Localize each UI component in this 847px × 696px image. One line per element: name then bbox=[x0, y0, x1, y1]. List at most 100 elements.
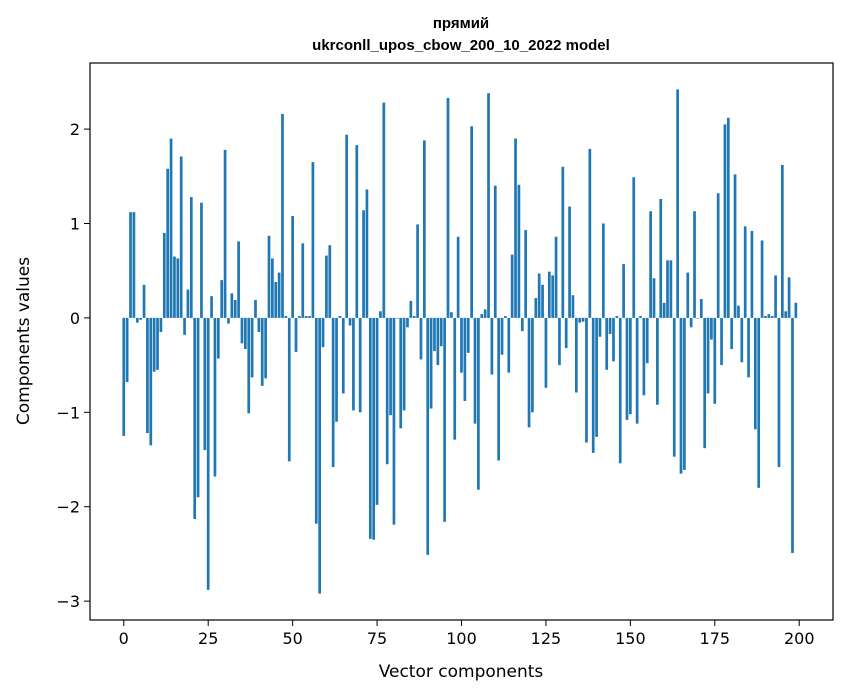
bar-18 bbox=[183, 317, 186, 335]
bar-16 bbox=[176, 258, 180, 318]
bar-135 bbox=[578, 317, 582, 323]
bar-177 bbox=[720, 317, 723, 366]
bar-109 bbox=[490, 317, 494, 375]
y-tick-label: 1 bbox=[70, 214, 80, 233]
bar-138 bbox=[588, 148, 592, 318]
bar-53 bbox=[301, 243, 305, 318]
bar-105 bbox=[477, 317, 480, 490]
bar-125 bbox=[544, 317, 548, 388]
bar-156 bbox=[649, 211, 652, 318]
x-tick-label: 50 bbox=[282, 629, 302, 648]
bar-100 bbox=[460, 317, 463, 373]
bar-139 bbox=[591, 317, 595, 453]
bar-117 bbox=[517, 184, 521, 318]
bar-171 bbox=[699, 299, 703, 318]
bar-99 bbox=[456, 236, 460, 318]
bar-38 bbox=[250, 317, 254, 378]
bar-54 bbox=[304, 316, 308, 318]
bar-21 bbox=[193, 317, 197, 519]
bar-141 bbox=[598, 317, 602, 337]
bar-142 bbox=[601, 223, 605, 318]
bar-166 bbox=[683, 317, 686, 470]
bar-172 bbox=[703, 317, 707, 449]
bar-46 bbox=[277, 272, 281, 318]
bar-14 bbox=[169, 138, 173, 318]
bar-68 bbox=[352, 317, 355, 411]
bar-64 bbox=[338, 316, 342, 318]
y-tick-label: −1 bbox=[56, 403, 80, 422]
bars-group bbox=[122, 89, 798, 594]
bar-119 bbox=[524, 230, 528, 318]
bar-122 bbox=[534, 298, 538, 318]
bar-199 bbox=[794, 302, 798, 318]
bar-179 bbox=[726, 117, 730, 318]
bar-60 bbox=[325, 255, 328, 318]
bar-148 bbox=[622, 264, 625, 318]
bar-133 bbox=[571, 295, 575, 318]
y-tick-label: −2 bbox=[56, 498, 80, 517]
chart-subtitle: ukrconll_upos_cbow_200_10_2022 model bbox=[312, 37, 610, 54]
bar-92 bbox=[433, 317, 436, 351]
bar-76 bbox=[379, 311, 382, 318]
bar-56 bbox=[311, 162, 315, 318]
bar-116 bbox=[514, 138, 517, 318]
bar-146 bbox=[615, 316, 619, 318]
bar-95 bbox=[443, 317, 446, 522]
bar-11 bbox=[159, 317, 163, 333]
bar-182 bbox=[737, 305, 740, 318]
bar-4 bbox=[135, 317, 139, 323]
bar-163 bbox=[672, 317, 676, 457]
bar-41 bbox=[260, 317, 264, 386]
bar-168 bbox=[689, 317, 693, 328]
bar-197 bbox=[787, 277, 791, 318]
bar-131 bbox=[564, 317, 568, 349]
bar-5 bbox=[139, 317, 143, 320]
bar-89 bbox=[423, 140, 426, 318]
bar-37 bbox=[247, 317, 251, 414]
bar-27 bbox=[213, 317, 217, 477]
bar-129 bbox=[558, 317, 561, 366]
bar-137 bbox=[585, 317, 588, 443]
bar-34 bbox=[237, 241, 240, 318]
bar-114 bbox=[507, 317, 511, 373]
bar-45 bbox=[274, 282, 278, 318]
bar-19 bbox=[186, 289, 190, 318]
x-tick-label: 200 bbox=[784, 629, 815, 648]
bar-81 bbox=[395, 317, 399, 319]
bar-143 bbox=[605, 317, 609, 370]
bar-189 bbox=[760, 240, 764, 318]
bar-152 bbox=[635, 317, 639, 424]
bar-144 bbox=[608, 317, 612, 334]
bar-93 bbox=[436, 317, 440, 366]
bar-44 bbox=[271, 258, 274, 318]
bar-97 bbox=[450, 312, 453, 318]
bar-102 bbox=[466, 317, 470, 353]
bar-0 bbox=[122, 317, 126, 436]
x-tick-label: 100 bbox=[446, 629, 477, 648]
bar-43 bbox=[267, 235, 271, 318]
bar-6 bbox=[142, 284, 146, 318]
bar-80 bbox=[392, 317, 396, 525]
bar-185 bbox=[747, 317, 750, 378]
bar-91 bbox=[429, 317, 433, 409]
bar-94 bbox=[439, 317, 443, 347]
bar-84 bbox=[406, 317, 409, 328]
bar-190 bbox=[764, 316, 767, 318]
bar-62 bbox=[331, 317, 335, 468]
x-tick-label: 125 bbox=[531, 629, 562, 648]
bar-110 bbox=[493, 185, 497, 318]
bar-195 bbox=[780, 164, 784, 318]
bar-101 bbox=[463, 317, 467, 401]
bar-191 bbox=[767, 314, 771, 318]
bar-35 bbox=[240, 317, 244, 344]
bar-178 bbox=[723, 124, 727, 318]
bar-8 bbox=[149, 317, 153, 446]
bar-140 bbox=[595, 317, 598, 437]
bar-22 bbox=[196, 317, 200, 498]
bar-130 bbox=[561, 166, 565, 318]
bar-9 bbox=[152, 317, 156, 372]
bar-106 bbox=[480, 314, 484, 318]
bar-26 bbox=[210, 296, 213, 318]
